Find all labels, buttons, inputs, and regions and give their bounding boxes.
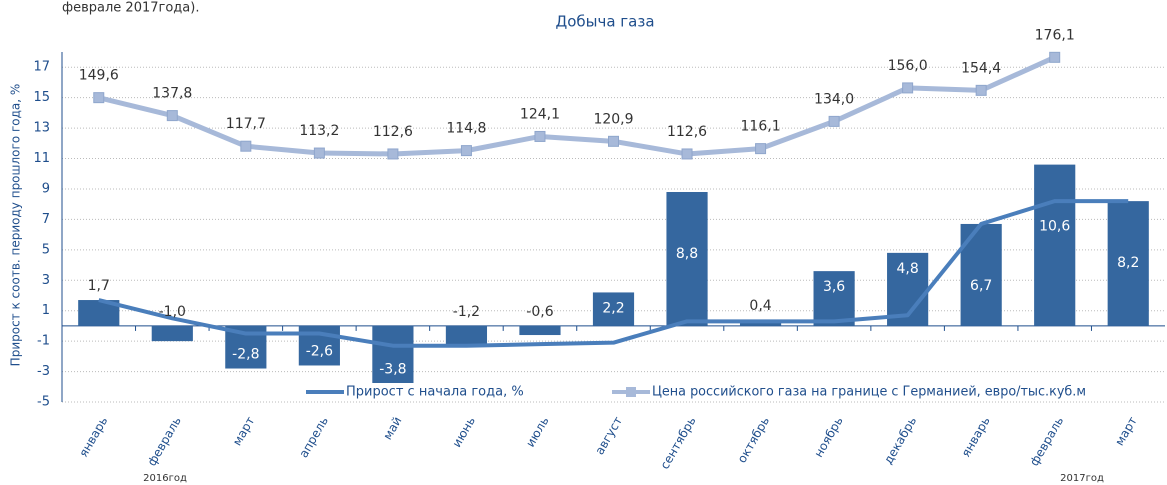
y-axis-label: Прирост к соотв. периоду прошлого года, … (9, 84, 23, 367)
marker (534, 130, 546, 142)
price-label: 113,2 (299, 123, 339, 139)
y-tick-label: -1 (37, 334, 50, 349)
caption: феврале 2017года). (62, 1, 199, 16)
price-label: 149,6 (79, 68, 119, 84)
marker (755, 143, 767, 155)
x-tick-label: июнь (450, 414, 479, 449)
bar-label: -2,6 (306, 343, 333, 359)
y-tick-label: 17 (33, 60, 50, 75)
x-tick-label: декабрь (881, 414, 919, 466)
x-tick-label: февраль (1027, 414, 1066, 468)
marker (902, 82, 914, 94)
bar (372, 325, 414, 384)
year-label: 2017год (1060, 473, 1104, 484)
bar-label: 10,6 (1039, 219, 1070, 235)
marker (608, 135, 619, 147)
bar (1107, 201, 1149, 326)
price-label: 112,6 (667, 124, 707, 140)
y-tick-label: 9 (42, 181, 50, 196)
y-tick-label: 3 (42, 273, 50, 288)
legend-bg (300, 383, 1090, 401)
bar-label: -2,8 (232, 347, 259, 363)
bar-label: 0,4 (749, 298, 771, 314)
y-tick-label: -5 (37, 395, 50, 410)
bar-label: -0,6 (526, 304, 553, 320)
y-tick-label: 15 (33, 90, 50, 105)
line (98, 199, 1129, 348)
y-tick-label: 5 (42, 242, 50, 257)
bar-label: 3,6 (823, 279, 845, 295)
y-tick-label: 1 (42, 303, 50, 318)
legend-label: Прирост с начала года, % (346, 385, 524, 400)
y-tick-label: 13 (33, 121, 50, 136)
y-tick-label: 11 (33, 151, 50, 166)
price-label: 137,8 (152, 86, 192, 102)
bar-label: -1,2 (453, 304, 480, 320)
marker (1049, 51, 1061, 63)
bar-label: 4,8 (897, 261, 919, 277)
bar-label: 1,7 (88, 278, 110, 294)
legend-label: Цена российского газа на границе с Герма… (652, 385, 1086, 400)
price-label: 116,1 (741, 119, 781, 135)
x-tick-label: май (380, 414, 404, 442)
bar (151, 325, 193, 342)
bar (666, 192, 708, 326)
marker (387, 148, 399, 160)
price-label: 134,0 (814, 91, 854, 107)
price-label: 120,9 (593, 111, 633, 127)
legend-marker (626, 387, 636, 397)
bar (519, 325, 561, 336)
bar-label: 6,7 (970, 278, 992, 294)
line (98, 55, 1056, 157)
bar-label: -3,8 (379, 362, 406, 378)
price-label: 124,1 (520, 106, 560, 122)
marker (975, 84, 987, 96)
x-tick-label: август (592, 414, 625, 457)
bar-label: 8,2 (1117, 255, 1139, 271)
price-label: 117,7 (226, 116, 266, 132)
bar (592, 292, 635, 326)
bar (813, 271, 855, 326)
marker (681, 148, 693, 160)
marker (460, 145, 472, 157)
marker (166, 110, 178, 122)
price-label: 112,6 (373, 124, 413, 140)
marker (93, 92, 105, 104)
y-tick-label: -3 (37, 364, 50, 379)
x-tick-label: ноябрь (811, 414, 845, 460)
price-label: 156,0 (888, 58, 928, 74)
bar (445, 325, 488, 345)
marker (240, 140, 252, 152)
year-label: 2016год (143, 473, 187, 484)
x-tick-label: июль (523, 414, 551, 449)
bar-label: 2,2 (602, 300, 624, 316)
x-tick-label: февраль (145, 414, 184, 468)
bar-label: -1,0 (159, 304, 186, 320)
x-tick-label: апрель (296, 414, 331, 460)
chart-title: Добыча газа (555, 13, 654, 31)
x-tick-label: март (1112, 414, 1140, 448)
x-tick-label: март (230, 414, 258, 448)
x-tick-label: октябрь (735, 414, 773, 465)
price-label: 114,8 (446, 121, 486, 137)
y-tick-label: 7 (42, 212, 50, 227)
bar (1034, 164, 1076, 326)
price-label: 176,1 (1035, 27, 1075, 43)
price-label: 154,4 (961, 60, 1001, 76)
x-tick-label: январь (76, 414, 110, 459)
x-tick-label: январь (959, 414, 993, 459)
marker (313, 147, 325, 159)
marker (828, 115, 840, 127)
bar-label: 8,8 (676, 246, 698, 262)
x-tick-label: сентябрь (657, 414, 698, 471)
